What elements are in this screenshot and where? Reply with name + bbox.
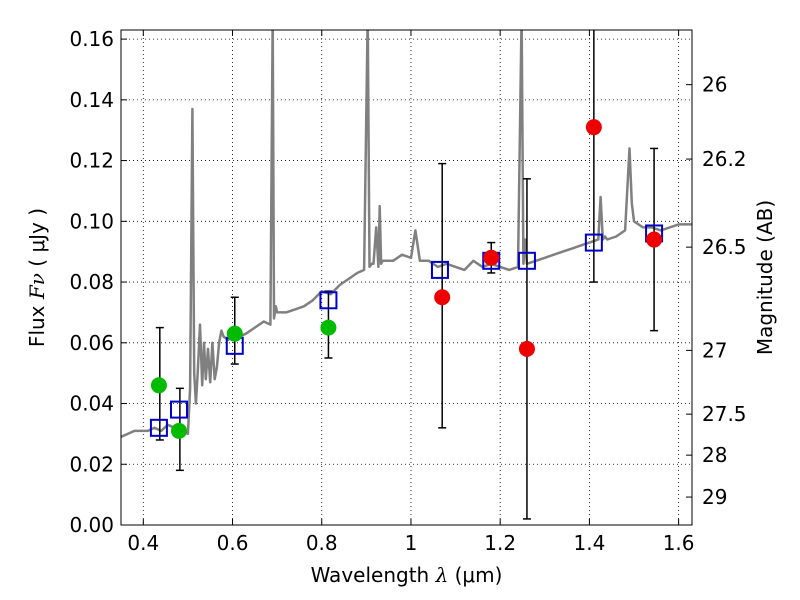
model-photometry-square [319,291,338,310]
x-tick-label: 1 [405,531,418,555]
right-tick-label: 26.5 [702,235,747,259]
x-axis-label: Wavelength λ (μm) [311,563,503,587]
y-tick-label: 0.06 [69,331,114,355]
nir-detection-point [483,249,500,266]
right-tick-label: 27.5 [702,402,747,426]
data-layer [121,30,692,520]
model-photometry-square [149,418,168,437]
x-tick-label: 0.6 [217,531,249,555]
y-tick-label: 0.14 [69,88,114,112]
y-tick-label: 0.08 [69,270,114,294]
optical-detection-point [150,377,167,394]
model-photometry-square [430,260,449,279]
x-tick-label: 0.4 [127,531,159,555]
right-tick-label: 27 [702,338,727,362]
ticks: 0.4 0.6 0.8 1 1.2 1.4 1.6 0.00 0.02 0.04 0.06 0.08 0… [69,27,746,555]
optical-detection-point [170,422,187,439]
y-axis-label: Flux Fν ( μJy ) [25,208,49,347]
nir-detection-point [646,231,663,248]
plot-frame [120,29,693,526]
x-tick-label: 1.2 [484,531,516,555]
y-tick-label: 0.10 [69,209,114,233]
optical-detection-point [320,319,337,336]
right-tick-label: 29 [702,485,727,509]
y-tick-label: 0.00 [69,513,114,537]
x-tick-label: 0.8 [306,531,338,555]
model-photometry-square [169,400,188,419]
grid [121,30,692,526]
right-tick-label: 28 [702,443,727,467]
optical-detection-point [226,325,243,342]
right-tick-label: 26 [702,73,727,97]
model-photometry-square [517,251,536,270]
y-tick-label: 0.02 [69,452,114,476]
nir-detection-point [518,340,535,357]
x-tick-label: 1.6 [663,531,695,555]
model-photometry-square [584,233,603,252]
x-tick-label: 1.4 [573,531,605,555]
y-tick-label: 0.16 [69,27,114,51]
right-axis-label: Magnitude (AB) [753,200,777,355]
y-tick-label: 0.04 [69,392,114,416]
nir-detection-point [585,119,602,136]
y-tick-label: 0.12 [69,149,114,173]
nir-detection-point [434,289,451,306]
right-tick-label: 26.2 [702,147,747,171]
sed-model-line [121,30,692,439]
